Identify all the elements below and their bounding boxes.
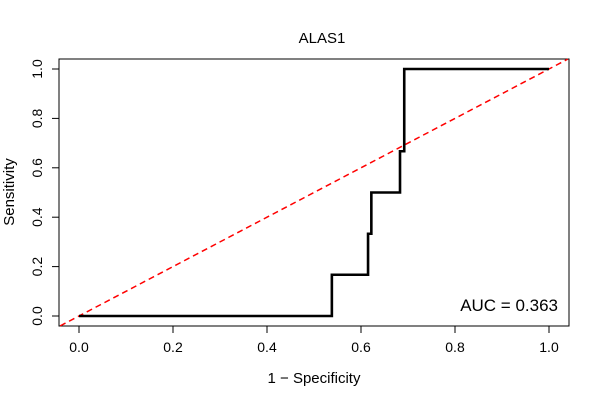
y-tick-label: 1.0 bbox=[29, 59, 45, 79]
x-tick-label: 1.0 bbox=[539, 339, 559, 355]
tick-layer: 0.0 0.2 0.4 0.6 0.8 1.0 0.0 0.2 0.4 0.6 0.8 1.0 bbox=[29, 59, 559, 355]
x-tick-label: 0.6 bbox=[351, 339, 371, 355]
x-tick-label: 0.0 bbox=[69, 339, 89, 355]
y-tick-label: 0.0 bbox=[29, 306, 45, 326]
auc-annotation: AUC = 0.363 bbox=[460, 296, 558, 315]
y-tick-label: 0.6 bbox=[29, 158, 45, 178]
x-axis-label: 1 − Specificity bbox=[268, 370, 361, 387]
y-tick-label: 0.8 bbox=[29, 108, 45, 128]
y-axis-label: Sensitivity bbox=[1, 158, 18, 226]
roc-curve bbox=[79, 67, 549, 318]
chart-title: ALAS1 bbox=[299, 30, 346, 47]
x-tick-label: 0.2 bbox=[163, 339, 183, 355]
series-layer bbox=[59, 58, 569, 327]
x-tick-label: 0.8 bbox=[445, 339, 465, 355]
y-tick-label: 0.2 bbox=[29, 257, 45, 277]
y-tick-label: 0.4 bbox=[29, 207, 45, 227]
chance-line bbox=[59, 58, 569, 327]
x-tick-label: 0.4 bbox=[257, 339, 277, 355]
